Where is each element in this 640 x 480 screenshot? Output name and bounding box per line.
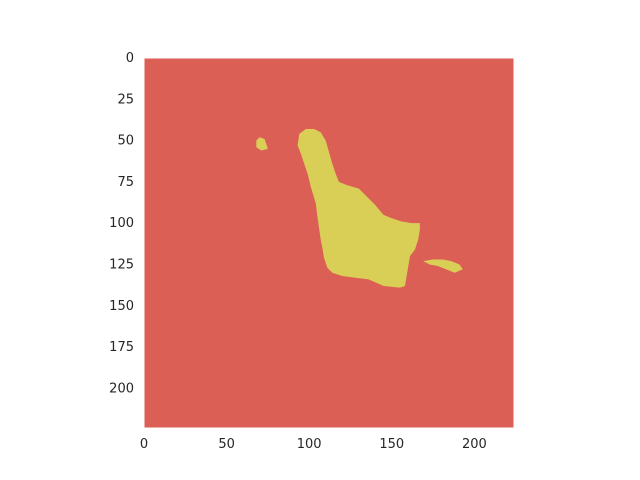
y-tick-label-175: 175	[109, 340, 134, 355]
y-tick-label-125: 125	[109, 257, 134, 272]
x-tick-label-50: 50	[218, 437, 235, 452]
y-tick-label-200: 200	[109, 381, 134, 396]
plot-area	[143, 57, 515, 429]
x-tick-label-100: 100	[297, 437, 322, 452]
y-tick-label-75: 75	[117, 175, 134, 190]
plot-frame	[143, 57, 515, 429]
x-tick-label-0: 0	[140, 437, 148, 452]
x-axis: 0 50 100 150 200	[140, 437, 487, 452]
foreground-region-1	[297, 129, 420, 288]
y-tick-label-100: 100	[109, 216, 134, 231]
foreground-region-3	[423, 259, 463, 273]
y-tick-label-25: 25	[117, 92, 134, 107]
y-tick-label-0: 0	[126, 51, 134, 66]
y-tick-label-150: 150	[109, 299, 134, 314]
y-axis: 0 25 50 75 100 125 150 175 200	[109, 51, 134, 396]
foreground-region-2	[256, 137, 268, 151]
y-tick-label-50: 50	[117, 134, 134, 149]
x-tick-label-200: 200	[462, 437, 487, 452]
x-tick-label-150: 150	[379, 437, 404, 452]
